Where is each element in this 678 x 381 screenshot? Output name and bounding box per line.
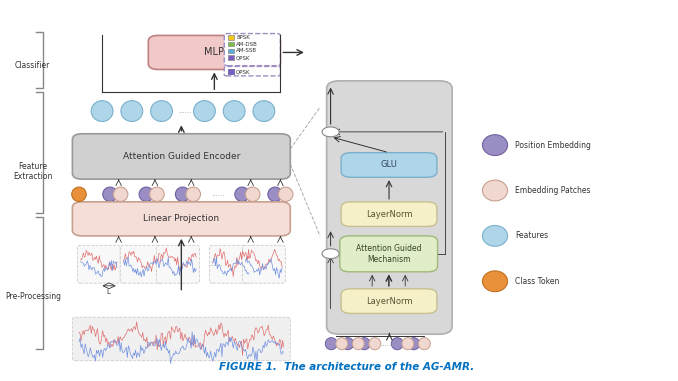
Bar <box>228 56 234 60</box>
FancyBboxPatch shape <box>157 245 199 283</box>
Text: Position Embedding: Position Embedding <box>515 141 591 150</box>
Ellipse shape <box>103 187 117 202</box>
Ellipse shape <box>342 338 354 350</box>
Bar <box>228 35 234 40</box>
Ellipse shape <box>92 101 113 122</box>
Text: L: L <box>106 289 111 295</box>
Ellipse shape <box>358 338 370 350</box>
FancyBboxPatch shape <box>77 245 120 283</box>
Text: Embedding Patches: Embedding Patches <box>515 186 591 195</box>
Ellipse shape <box>223 101 245 122</box>
Ellipse shape <box>418 338 431 350</box>
FancyBboxPatch shape <box>341 289 437 314</box>
Ellipse shape <box>402 338 414 350</box>
Ellipse shape <box>483 226 508 246</box>
Text: MLP: MLP <box>204 48 224 58</box>
Ellipse shape <box>193 101 216 122</box>
Text: ......: ...... <box>178 108 191 114</box>
Text: +: + <box>327 249 334 259</box>
FancyBboxPatch shape <box>73 134 290 179</box>
Text: QPSK: QPSK <box>236 69 251 74</box>
Ellipse shape <box>391 338 403 350</box>
Text: Classifier: Classifier <box>15 61 50 70</box>
Ellipse shape <box>235 187 250 202</box>
Ellipse shape <box>151 101 172 122</box>
FancyBboxPatch shape <box>148 35 281 69</box>
Text: ......: ...... <box>211 191 224 197</box>
Text: ......: ...... <box>210 261 223 267</box>
Ellipse shape <box>408 338 420 350</box>
FancyBboxPatch shape <box>341 202 437 226</box>
Ellipse shape <box>325 338 337 350</box>
Ellipse shape <box>268 187 282 202</box>
Text: LayerNorm: LayerNorm <box>365 210 412 219</box>
Ellipse shape <box>72 187 86 202</box>
Ellipse shape <box>483 135 508 155</box>
Text: AM-SSB: AM-SSB <box>236 48 257 53</box>
Bar <box>228 42 234 46</box>
FancyBboxPatch shape <box>341 153 437 177</box>
Text: Attention Guided Encoder: Attention Guided Encoder <box>123 152 240 161</box>
Ellipse shape <box>483 271 508 292</box>
Ellipse shape <box>139 187 154 202</box>
FancyBboxPatch shape <box>73 317 290 361</box>
Text: GLU: GLU <box>380 160 397 170</box>
Text: Pre-Processing: Pre-Processing <box>5 292 61 301</box>
Ellipse shape <box>279 187 293 202</box>
Text: +: + <box>327 127 334 137</box>
Circle shape <box>322 127 339 137</box>
Ellipse shape <box>176 187 190 202</box>
Text: QPSK: QPSK <box>236 55 251 60</box>
Text: Features: Features <box>515 231 548 240</box>
Text: FIGURE 1.  The architecture of the AG-AMR.: FIGURE 1. The architecture of the AG-AMR… <box>219 362 474 372</box>
Bar <box>228 69 234 74</box>
Ellipse shape <box>150 187 164 202</box>
Text: Feature
Extraction: Feature Extraction <box>13 162 52 181</box>
Ellipse shape <box>113 187 128 202</box>
Text: 8PSK: 8PSK <box>236 35 250 40</box>
FancyBboxPatch shape <box>340 236 437 272</box>
Text: Linear Projection: Linear Projection <box>143 215 220 223</box>
Ellipse shape <box>336 338 348 350</box>
Ellipse shape <box>245 187 260 202</box>
Text: AM-DSB: AM-DSB <box>236 42 258 46</box>
Text: Attention Guided
Mechanism: Attention Guided Mechanism <box>356 244 422 264</box>
FancyBboxPatch shape <box>327 81 452 334</box>
FancyBboxPatch shape <box>73 202 290 236</box>
FancyBboxPatch shape <box>243 245 285 283</box>
Text: Class Token: Class Token <box>515 277 559 286</box>
FancyBboxPatch shape <box>224 34 281 66</box>
Circle shape <box>322 249 339 259</box>
Ellipse shape <box>483 180 508 201</box>
FancyBboxPatch shape <box>210 245 252 283</box>
Ellipse shape <box>121 101 142 122</box>
Bar <box>228 49 234 53</box>
Ellipse shape <box>253 101 275 122</box>
Ellipse shape <box>369 338 381 350</box>
Text: LayerNorm: LayerNorm <box>365 297 412 306</box>
FancyBboxPatch shape <box>224 66 281 76</box>
Text: ......: ...... <box>380 341 394 347</box>
FancyBboxPatch shape <box>120 245 163 283</box>
Ellipse shape <box>186 187 201 202</box>
Ellipse shape <box>353 338 364 350</box>
